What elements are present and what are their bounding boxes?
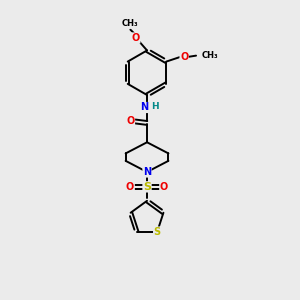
- Text: S: S: [154, 227, 161, 237]
- Text: O: O: [132, 33, 140, 43]
- Text: CH₃: CH₃: [122, 19, 139, 28]
- Text: O: O: [160, 182, 168, 192]
- Text: S: S: [143, 182, 151, 192]
- Text: H: H: [151, 101, 158, 110]
- Text: O: O: [180, 52, 188, 62]
- Text: O: O: [126, 182, 134, 192]
- Text: O: O: [126, 116, 134, 127]
- Text: N: N: [141, 103, 149, 112]
- Text: CH₃: CH₃: [202, 51, 219, 60]
- Text: N: N: [143, 167, 151, 177]
